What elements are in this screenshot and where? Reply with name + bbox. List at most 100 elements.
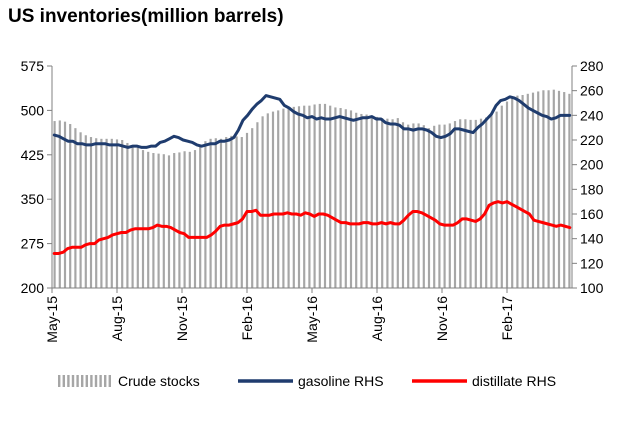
crude-bar: [266, 113, 269, 288]
crude-bar: [323, 103, 327, 288]
crude-bar: [386, 118, 389, 288]
right-tick-label: 180: [580, 181, 604, 197]
x-tick-label: Nov-16: [434, 296, 450, 341]
crude-bar: [485, 117, 488, 288]
left-tick-label: 200: [21, 280, 45, 296]
legend-swatch-crude: [62, 375, 65, 387]
crude-bar: [230, 135, 233, 288]
crude-bar: [251, 128, 254, 288]
crude-bar: [339, 108, 342, 288]
right-tick-label: 140: [580, 231, 604, 247]
legend-swatch-crude: [104, 375, 107, 387]
legend-swatch-crude: [76, 375, 79, 387]
crude-bar: [329, 105, 332, 288]
crude-bar: [89, 137, 93, 288]
crude-bar: [282, 108, 285, 289]
crude-bar: [401, 122, 405, 289]
left-tick-label: 500: [21, 102, 45, 118]
crude-bar: [193, 150, 197, 288]
legend-swatch-crude: [108, 375, 111, 387]
crude-bar: [552, 89, 555, 289]
crude-bar: [313, 104, 316, 288]
legend-swatch-crude: [99, 375, 102, 387]
crude-bar: [178, 152, 181, 288]
legend-label: Crude stocks: [118, 373, 200, 389]
crude-bar: [292, 106, 295, 288]
crude-bar: [396, 118, 399, 288]
crude-bar: [95, 138, 98, 288]
legend-swatch-crude: [58, 375, 61, 387]
x-tick-label: Aug-15: [109, 296, 125, 341]
crude-bar: [131, 145, 134, 288]
crude-bar: [495, 111, 498, 288]
crude-bar: [162, 154, 165, 288]
right-tick-label: 260: [580, 83, 604, 99]
crude-bar: [199, 145, 202, 288]
crude-bar: [344, 109, 347, 288]
right-tick-label: 100: [580, 280, 604, 296]
legend-label: distillate RHS: [472, 373, 556, 389]
legend: Crude stocks gasoline RHS distillate RHS: [58, 373, 556, 389]
right-tick-label: 240: [580, 107, 604, 123]
crude-bar: [521, 95, 524, 288]
left-tick-label: 425: [21, 147, 45, 163]
crude-bar: [443, 124, 446, 288]
crude-bar: [438, 124, 441, 288]
series-lines: [52, 94, 572, 255]
legend-item: gasoline RHS: [238, 373, 384, 389]
crude-bar: [256, 122, 259, 289]
x-tick-label: May-15: [44, 296, 60, 343]
crude-bar: [334, 107, 337, 288]
crude-bar: [147, 151, 150, 288]
crude-bar: [349, 110, 353, 289]
crude-bar: [318, 103, 321, 288]
crude-bar: [240, 137, 243, 288]
crude-bar: [297, 106, 301, 288]
legend-swatch-crude: [67, 375, 70, 387]
right-tick-label: 200: [580, 157, 604, 173]
crude-bar: [568, 93, 571, 288]
crude-bar: [63, 121, 67, 289]
crude-bar: [225, 137, 228, 288]
crude-bar: [474, 119, 477, 289]
legend-item: distillate RHS: [412, 373, 556, 389]
crude-bar: [188, 151, 191, 288]
crude-bar: [277, 110, 280, 289]
crude-bar: [308, 105, 311, 288]
distillate-line: [52, 200, 572, 255]
crude-bar: [115, 139, 119, 288]
left-tick-label: 350: [21, 191, 45, 207]
x-tick-label: Aug-16: [369, 296, 385, 341]
crude-bar: [157, 153, 160, 288]
crude-bar: [173, 153, 176, 288]
crude-bar: [547, 90, 550, 289]
right-tick-label: 120: [580, 255, 604, 271]
crude-bar: [69, 124, 72, 289]
legend-swatch-crude: [71, 375, 75, 387]
right-tick-label: 160: [580, 206, 604, 222]
gasoline-line: [52, 94, 572, 149]
crude-bar: [433, 125, 436, 288]
legend-swatch-crude: [85, 375, 88, 387]
crude-bar: [74, 128, 77, 288]
axes: 200 275 350 425 500 575 100 120 140 160 180 200 220 2…: [21, 58, 604, 343]
crude-bar: [422, 125, 425, 288]
crude-bar: [84, 135, 87, 288]
crude-bar: [557, 90, 561, 288]
crude-bar: [126, 142, 129, 288]
crude-bar: [563, 92, 566, 288]
left-tick-label: 575: [21, 58, 45, 74]
crude-bar: [537, 91, 540, 289]
crude-bar: [53, 121, 56, 288]
crude-bar: [375, 116, 379, 288]
crude-bar: [505, 101, 509, 289]
crude-bar: [204, 141, 207, 288]
crude-bar: [412, 123, 415, 288]
crude-bar: [110, 138, 113, 288]
crude-bar: [141, 150, 145, 288]
crude-bar: [136, 147, 139, 288]
crude-bar: [381, 118, 384, 288]
right-tick-label: 280: [580, 58, 604, 74]
crude-bar: [183, 151, 186, 288]
